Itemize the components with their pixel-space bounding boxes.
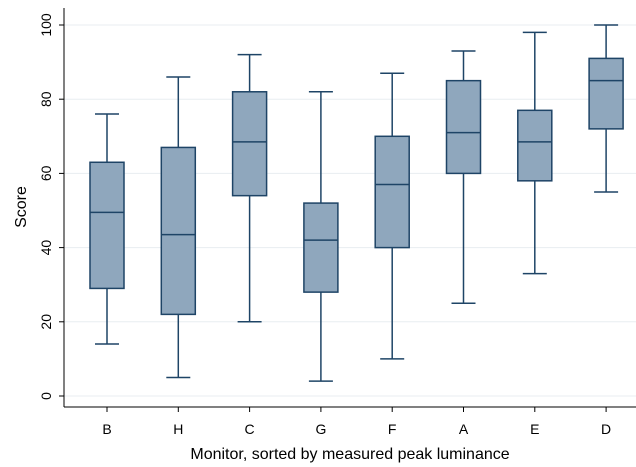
x-tick-label-A: A	[459, 421, 469, 437]
iqr-box-C	[231, 91, 268, 197]
iqr-box-B	[89, 161, 125, 290]
y-tick-label-100: 100	[38, 13, 54, 37]
y-ticks: 0 20 40 60 80 100	[38, 13, 64, 400]
x-tick-label-E: E	[530, 421, 539, 437]
y-tick-label-80: 80	[38, 91, 54, 107]
boxes	[89, 24, 624, 382]
box-group-A	[445, 50, 482, 304]
iqr-box-F	[374, 135, 410, 249]
x-tick-label-H: H	[173, 421, 183, 437]
box-group-F	[374, 72, 410, 360]
y-tick-label-20: 20	[38, 314, 54, 330]
y-axis-title: Score	[13, 186, 30, 228]
x-axis-title: Monitor, sorted by measured peak luminan…	[190, 446, 509, 463]
box-group-B	[89, 113, 125, 345]
y-tick-label-0: 0	[38, 392, 54, 400]
box-group-D	[588, 24, 624, 193]
box-group-G	[303, 91, 339, 382]
iqr-box-E	[517, 109, 553, 182]
iqr-box-G	[303, 202, 339, 293]
gridlines	[64, 24, 636, 397]
box-group-C	[231, 53, 268, 323]
x-tick-label-F: F	[388, 421, 397, 437]
axes	[63, 8, 636, 408]
y-tick-label-40: 40	[38, 240, 54, 256]
x-tick-label-B: B	[102, 421, 111, 437]
iqr-box-H	[160, 146, 197, 316]
box-group-E	[517, 31, 553, 275]
x-tick-label-G: G	[315, 421, 326, 437]
x-tick-label-C: C	[245, 421, 255, 437]
box-group-H	[160, 76, 197, 379]
iqr-box-A	[445, 79, 482, 175]
y-tick-label-60: 60	[38, 165, 54, 181]
iqr-box-D	[588, 57, 624, 130]
x-tick-label-D: D	[601, 421, 611, 437]
